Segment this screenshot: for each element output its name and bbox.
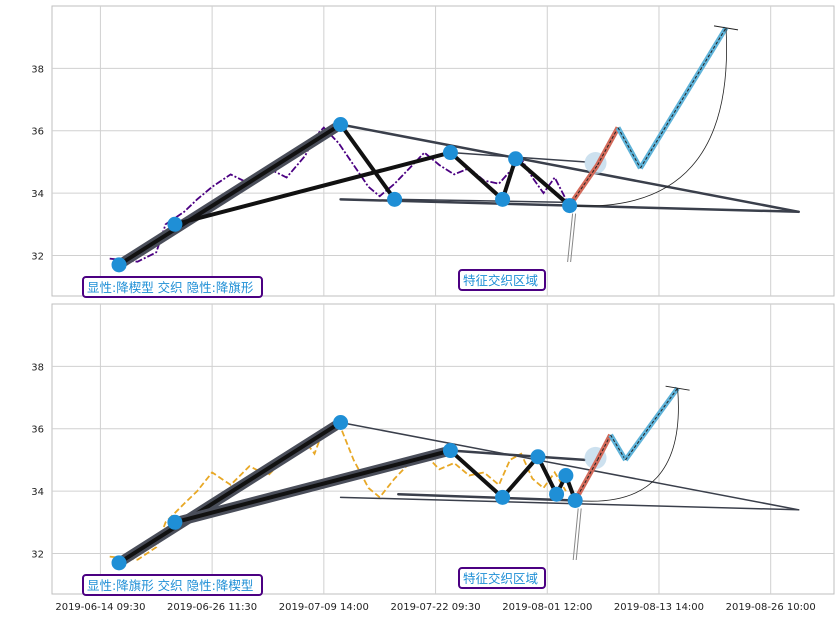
pattern-label-zone: 特征交织区域 xyxy=(458,567,546,589)
pattern-label-zone-box xyxy=(458,269,546,291)
projection-arc xyxy=(569,27,727,207)
x-axis: 2019-06-14 09:30 2019-06-26 11:30 2019-07-… xyxy=(55,602,815,613)
plot-area xyxy=(109,385,800,571)
pattern-point xyxy=(442,443,458,459)
trend-line xyxy=(338,122,397,202)
pattern-point xyxy=(508,151,524,167)
trend-line xyxy=(513,156,572,208)
trend-line xyxy=(172,448,453,525)
projection-segment-core xyxy=(569,164,598,206)
pattern-point xyxy=(333,116,349,132)
trend-line xyxy=(117,420,343,565)
pattern-point xyxy=(567,492,583,508)
pattern-label-left: 显性:降楔型 交织 隐性:降旗形 xyxy=(82,276,263,298)
pattern-label-left-box xyxy=(82,276,263,298)
y-tick-label: 36 xyxy=(31,425,44,436)
pattern-point xyxy=(558,468,574,484)
projection-segment-core xyxy=(574,459,598,501)
pattern-label-left-box xyxy=(82,574,263,596)
projection-segment-core xyxy=(597,127,619,166)
trend-line xyxy=(397,492,577,502)
trend-line xyxy=(500,454,540,500)
x-tick-label: 2019-07-09 14:00 xyxy=(279,602,369,613)
trend-line xyxy=(397,198,576,204)
x-tick-label: 2019-07-22 09:30 xyxy=(390,602,480,613)
projection-segment-core xyxy=(617,127,641,169)
x-tick-label: 2019-06-14 09:30 xyxy=(55,602,145,613)
y-tick-label: 32 xyxy=(31,251,44,262)
projection-segment xyxy=(595,433,613,462)
y-tick-label: 38 xyxy=(31,64,44,75)
zone-pointer-line xyxy=(575,508,582,561)
x-tick-label: 2019-06-26 11:30 xyxy=(167,602,257,613)
pattern-label-left-text: 显性:降旗形 交织 隐性:降楔型 xyxy=(87,578,253,593)
trend-line xyxy=(448,150,505,202)
pattern-point xyxy=(530,449,546,465)
zone-pointer-line xyxy=(567,213,574,263)
pattern-point xyxy=(167,216,183,232)
pattern-point xyxy=(333,414,349,430)
x-tick-label: 2019-08-26 10:00 xyxy=(726,602,816,613)
y-tick-label: 32 xyxy=(31,549,44,560)
pattern-point xyxy=(111,257,127,273)
pattern-point xyxy=(167,514,183,530)
pattern-label-left: 显性:降旗形 交织 隐性:降楔型 xyxy=(82,574,263,596)
chart-panel-1: 32 34 36 38 显性:降楔型 交织 隐性:降旗形 特征交织区域 xyxy=(31,5,835,298)
trend-line xyxy=(172,150,453,227)
pattern-label-zone-text: 特征交织区域 xyxy=(463,273,538,288)
pattern-point xyxy=(495,489,511,505)
pattern-point xyxy=(111,555,127,571)
plot-frame xyxy=(51,5,835,297)
pattern-point xyxy=(495,191,511,207)
pattern-label-zone-text: 特征交织区域 xyxy=(463,571,538,586)
y-tick-label: 38 xyxy=(31,362,44,373)
projection-arc xyxy=(575,388,679,502)
pattern-point xyxy=(387,191,403,207)
projection-segment xyxy=(623,386,680,462)
chart-panel-2: 32 34 36 38 显性:降旗形 交织 隐性:降楔型 特征交织区域 xyxy=(31,303,835,596)
price-series-line xyxy=(109,126,567,263)
projection-segment xyxy=(608,433,628,462)
y-tick-label: 34 xyxy=(31,189,44,200)
trend-line xyxy=(449,449,586,462)
x-tick-label: 2019-08-01 12:00 xyxy=(502,602,592,613)
projection-segment-core xyxy=(639,27,727,169)
pattern-point xyxy=(442,145,458,161)
pattern-label-zone: 特征交织区域 xyxy=(458,269,546,291)
x-tick-label: 2019-08-13 14:00 xyxy=(614,602,704,613)
pattern-point xyxy=(549,486,565,502)
zone-pointer-line xyxy=(572,508,579,561)
y-tick-label: 34 xyxy=(31,487,44,498)
pattern-point xyxy=(562,198,578,214)
trend-line xyxy=(339,123,800,214)
trend-line xyxy=(117,122,343,267)
y-tick-label: 36 xyxy=(31,127,44,138)
plot-area xyxy=(109,25,800,273)
trend-line xyxy=(448,448,505,500)
zone-pointer-line xyxy=(570,213,577,263)
pattern-label-zone-box xyxy=(458,567,546,589)
pattern-label-left-text: 显性:降楔型 交织 隐性:降旗形 xyxy=(87,280,254,295)
trend-line xyxy=(339,421,800,511)
